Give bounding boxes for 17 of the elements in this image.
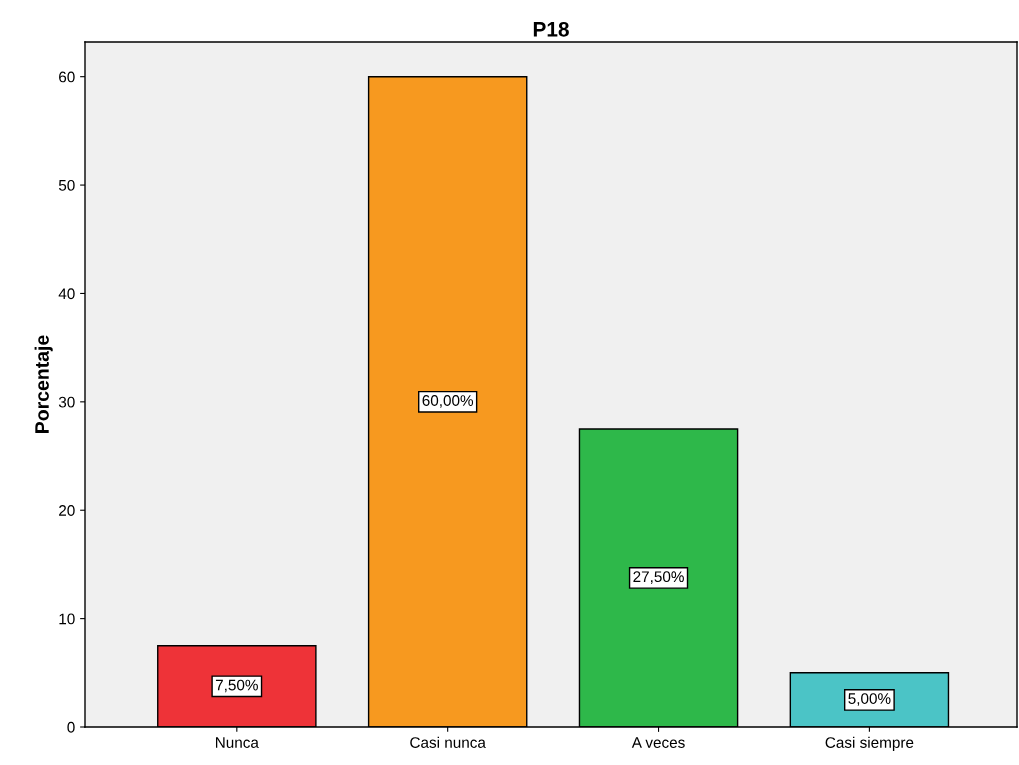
y-tick-label: 40: [58, 288, 75, 300]
data-label: 27,50%: [633, 571, 684, 584]
x-tick-label: Casi nunca: [410, 736, 486, 748]
y-tick-label: 50: [58, 179, 75, 191]
x-tick-label: Casi siempre: [825, 736, 914, 751]
data-label: 60,00%: [422, 395, 474, 408]
chart-title: P18: [533, 21, 569, 37]
y-axis-title: Porcentaje: [34, 335, 53, 433]
x-tick-label: Nunca: [215, 737, 259, 748]
data-label: 7,50%: [215, 679, 258, 693]
y-tick-label: 20: [59, 505, 75, 516]
y-tick-label: 0: [67, 721, 75, 733]
data-label: 5,00%: [848, 693, 891, 706]
x-tick-label: A veces: [631, 737, 685, 748]
y-tick-label: 60: [59, 71, 75, 83]
y-tick-label: 10: [59, 613, 75, 625]
y-tick-label: 30: [58, 396, 75, 408]
